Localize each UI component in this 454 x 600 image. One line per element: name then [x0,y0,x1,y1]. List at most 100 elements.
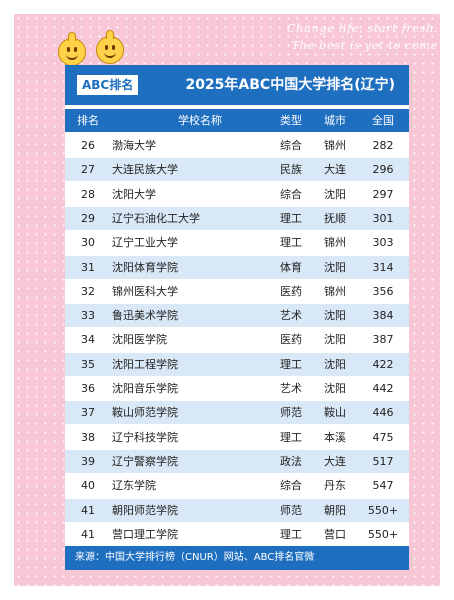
city-cell: 锦州 [324,236,346,250]
rank-cell: 40 [81,479,95,493]
brand-badge: ABC排名 [77,75,139,95]
rank-cell: 36 [81,382,95,395]
rank-cell: 30 [81,236,95,250]
city-cell: 锦州 [324,139,346,152]
school-name-cell: 辽宁警察学院 [112,454,178,468]
rank-cell: 29 [81,211,95,225]
slogan-line-1: Change life, start fresh. [286,21,438,35]
table-row: 26 渤海大学 综合 锦州 282 [65,134,409,157]
type-cell: 综合 [280,479,302,493]
city-cell: 丹东 [324,479,346,493]
national-rank-cell: 550+ [367,527,399,541]
school-name-cell: 朝阳师范学院 [112,503,178,517]
national-rank-cell: 356 [372,284,394,298]
national-rank-cell: 422 [372,357,394,371]
city-cell: 营口 [324,527,346,541]
smiley-icon [96,30,124,64]
type-cell: 理工 [280,357,302,371]
city-cell: 锦州 [324,284,346,298]
rank-cell: 34 [81,333,95,347]
source-footer: 来源：中国大学排行榜（CNUR）网站、ABC排名官微 [65,546,409,570]
table-row: 33 鲁迅美术学院 艺术 沈阳 384 [65,304,409,328]
school-name-cell: 辽东学院 [112,479,156,493]
table-row: 37 鞍山师范学院 师范 鞍山 446 [65,401,409,425]
rank-cell: 27 [81,163,95,177]
type-cell: 民族 [280,163,302,177]
rank-cell: 31 [81,260,95,274]
city-cell: 抚顺 [324,211,346,225]
national-rank-cell: 387 [372,333,394,347]
slogan-line-2: The best is yet to come [291,38,438,52]
national-rank-cell: 547 [372,479,394,493]
national-rank-cell: 282 [372,139,394,152]
type-cell: 理工 [280,430,302,444]
rank-cell: 26 [81,139,95,152]
city-cell: 鞍山 [324,406,346,420]
table-header: 排名 学校名称 类型 城市 全国 [65,109,409,132]
rank-cell: 37 [81,406,95,420]
table-row: 38 辽宁科技学院 理工 本溪 475 [65,425,409,449]
type-cell: 理工 [280,527,302,541]
header-type: 类型 [280,114,302,127]
type-cell: 医药 [280,333,302,347]
rank-cell: 41 [81,527,95,541]
rank-cell: 41 [81,503,95,517]
city-cell: 沈阳 [324,333,346,347]
type-cell: 政法 [280,454,302,468]
rank-cell: 33 [81,309,95,323]
table-row: 29 辽宁石油化工大学 理工 抚顺 301 [65,206,409,230]
type-cell: 医药 [280,284,302,298]
national-rank-cell: 296 [372,163,394,177]
table-row: 35 沈阳工程学院 理工 沈阳 422 [65,352,409,376]
school-name-cell: 大连民族大学 [112,163,178,177]
city-cell: 沈阳 [324,260,346,274]
school-name-cell: 鲁迅美术学院 [112,309,178,323]
national-rank-cell: 303 [372,236,394,250]
school-name-cell: 营口理工学院 [112,527,178,541]
city-cell: 沈阳 [324,309,346,323]
city-cell: 本溪 [324,430,346,444]
city-cell: 朝阳 [324,503,346,517]
header-rank: 排名 [77,114,99,127]
national-rank-cell: 314 [372,260,394,274]
header-name: 学校名称 [178,114,222,127]
city-cell: 沈阳 [324,357,346,371]
title-banner: ABC排名 2025年ABC中国大学排名(辽宁) [65,65,409,105]
header-city: 城市 [324,114,346,127]
national-rank-cell: 446 [372,406,394,420]
national-rank-cell: 384 [372,309,394,323]
table-row: 36 沈阳音乐学院 艺术 沈阳 442 [65,377,409,400]
school-name-cell: 沈阳工程学院 [112,357,178,371]
national-rank-cell: 517 [372,454,394,468]
smiley-icon [58,32,86,66]
type-cell: 综合 [280,187,302,201]
school-name-cell: 渤海大学 [112,139,156,152]
table-row: 27 大连民族大学 民族 大连 296 [65,158,409,182]
type-cell: 体育 [280,260,302,274]
school-name-cell: 鞍山师范学院 [112,406,178,420]
table-row: 31 沈阳体育学院 体育 沈阳 314 [65,255,409,279]
school-name-cell: 沈阳医学院 [112,333,167,347]
school-name-cell: 辽宁科技学院 [112,430,178,444]
school-name-cell: 锦州医科大学 [112,284,178,298]
header-national: 全国 [372,114,394,127]
rank-cell: 35 [81,357,95,371]
school-name-cell: 辽宁石油化工大学 [112,211,200,225]
table-row: 32 锦州医科大学 医药 锦州 356 [65,279,409,303]
national-rank-cell: 442 [372,382,394,395]
table-row: 39 辽宁警察学院 政法 大连 517 [65,449,409,473]
type-cell: 理工 [280,236,302,250]
school-name-cell: 沈阳体育学院 [112,260,178,274]
table-row: 28 沈阳大学 综合 沈阳 297 [65,182,409,206]
school-name-cell: 沈阳大学 [112,187,156,201]
type-cell: 师范 [280,406,302,420]
decorative-slogan: Change life, start fresh. The best is ye… [238,20,438,54]
table-row: 41 朝阳师范学院 师范 朝阳 550+ [65,498,409,522]
city-cell: 大连 [324,163,346,177]
table-row: 34 沈阳医学院 医药 沈阳 387 [65,328,409,352]
national-rank-cell: 297 [372,187,394,201]
type-cell: 师范 [280,503,302,517]
table-row: 40 辽东学院 综合 丹东 547 [65,474,409,498]
city-cell: 大连 [324,454,346,468]
table-row: 30 辽宁工业大学 理工 锦州 303 [65,231,409,255]
